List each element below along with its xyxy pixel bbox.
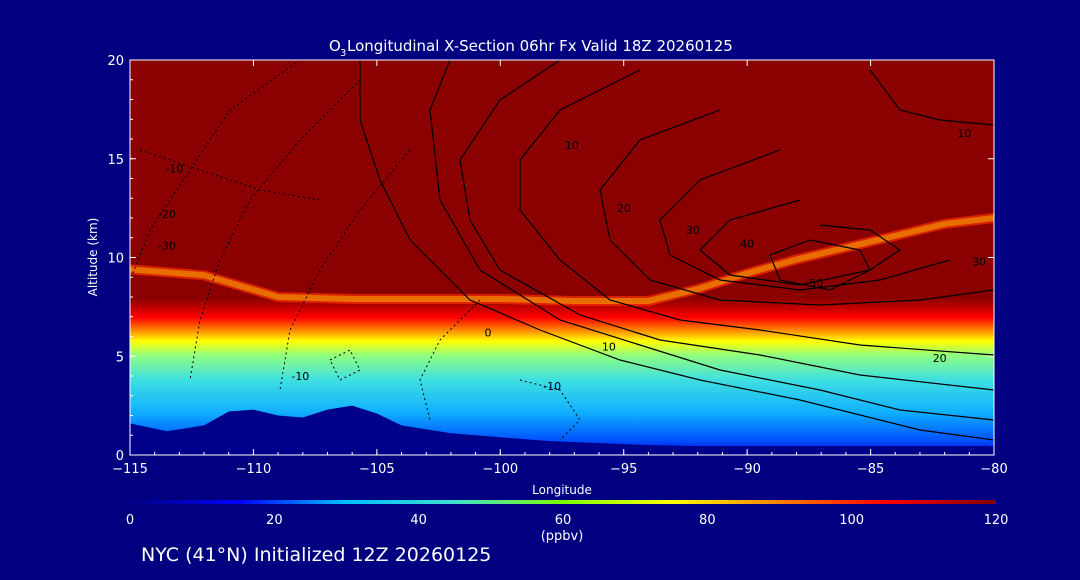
contour-label-0: -10 [165,163,183,176]
colorbar-tick-label-4: 80 [699,513,716,528]
contour-positive-2 [429,60,994,421]
contour-label-10: 40 [740,238,754,251]
contour-label-14: 20 [933,352,947,365]
y-axis-ticks: 0 5 10 15 20 [107,54,994,464]
contour-negative-7 [139,149,321,201]
contour-labels: -10 -20 -30 -10 0 10 -10 10 20 30 40 50 10 30 20 [158,127,986,393]
contour-positive-8 [769,239,871,291]
contour-negative-2 [189,79,361,381]
contour-label-9: 30 [686,224,700,237]
contour-label-6: -10 [543,380,561,393]
contour-negative-4 [419,299,481,421]
contour-label-1: -20 [158,208,176,221]
x-axis-label: Longitude [532,483,592,497]
colorbar-tick-label-0: 0 [126,513,134,528]
colorbar-tick-label-5: 100 [839,513,864,528]
x-tick-label-6: −85 [857,462,884,477]
terrain [130,405,994,455]
footer-caption: NYC (41°N) Initialized 12Z 20260125 [141,544,491,566]
x-tick-label-0: −115 [112,462,148,477]
contour-positive-1 [359,60,994,441]
colorbar-ticks: 0 20 40 60 80 100 120 [126,513,1009,528]
y-tick-label-0: 0 [116,449,124,464]
x-tick-label-4: −95 [610,462,637,477]
contour-negative-3 [279,149,411,391]
contour-label-4: 0 [484,327,491,340]
contour-label-8: 20 [617,202,631,215]
y-tick-label-3: 15 [107,153,124,168]
contour-label-2: -30 [158,240,176,253]
y-tick-label-2: 10 [107,252,124,267]
colorbar [130,500,996,504]
y-axis-label: Altitude (km) [86,218,100,297]
x-tick-label-1: −110 [236,462,272,477]
x-axis-ticks: −115 −110 −105 −100 −95 −90 −85 −80 [112,60,1008,477]
chart-title-subscript: 3 [340,48,346,59]
contour-label-12: 10 [957,127,971,140]
chart-title: Longitudinal X-Section 06hr Fx Valid 18Z… [347,37,733,55]
contour-positive-4 [519,69,994,356]
x-tick-label-7: −80 [980,462,1007,477]
colorbar-tick-label-3: 60 [555,513,572,528]
contour-positive-5 [599,109,994,306]
contour-label-11: 50 [809,277,823,290]
contour-lines [359,60,994,441]
x-tick-label-2: −105 [359,462,395,477]
colorbar-tick-label-1: 20 [266,513,283,528]
contour-positive-6 [659,149,951,291]
y-tick-label-1: 5 [116,350,124,365]
contour-label-3: -10 [291,370,309,383]
y-tick-label-4: 20 [107,54,124,69]
x-tick-label-5: −90 [733,462,760,477]
x-tick-label-3: −100 [482,462,518,477]
contour-positive-9 [869,69,994,126]
colorbar-units: (ppbv) [541,529,584,544]
contour-negative-6 [519,379,581,441]
contour-label-13: 30 [972,255,986,268]
contour-label-7: 10 [565,139,579,152]
contour-label-5: 10 [602,340,616,353]
contour-positive-7 [699,199,902,286]
dotted-contours [130,60,581,441]
plot-area: -10 -20 -30 -10 0 10 -10 10 20 30 40 50 10 30 20 [130,60,994,455]
chart-title-prefix: O [329,37,341,55]
colorbar-tick-label-2: 40 [410,513,427,528]
contour-positive-3 [459,60,994,391]
colorbar-tick-label-6: 120 [984,513,1009,528]
